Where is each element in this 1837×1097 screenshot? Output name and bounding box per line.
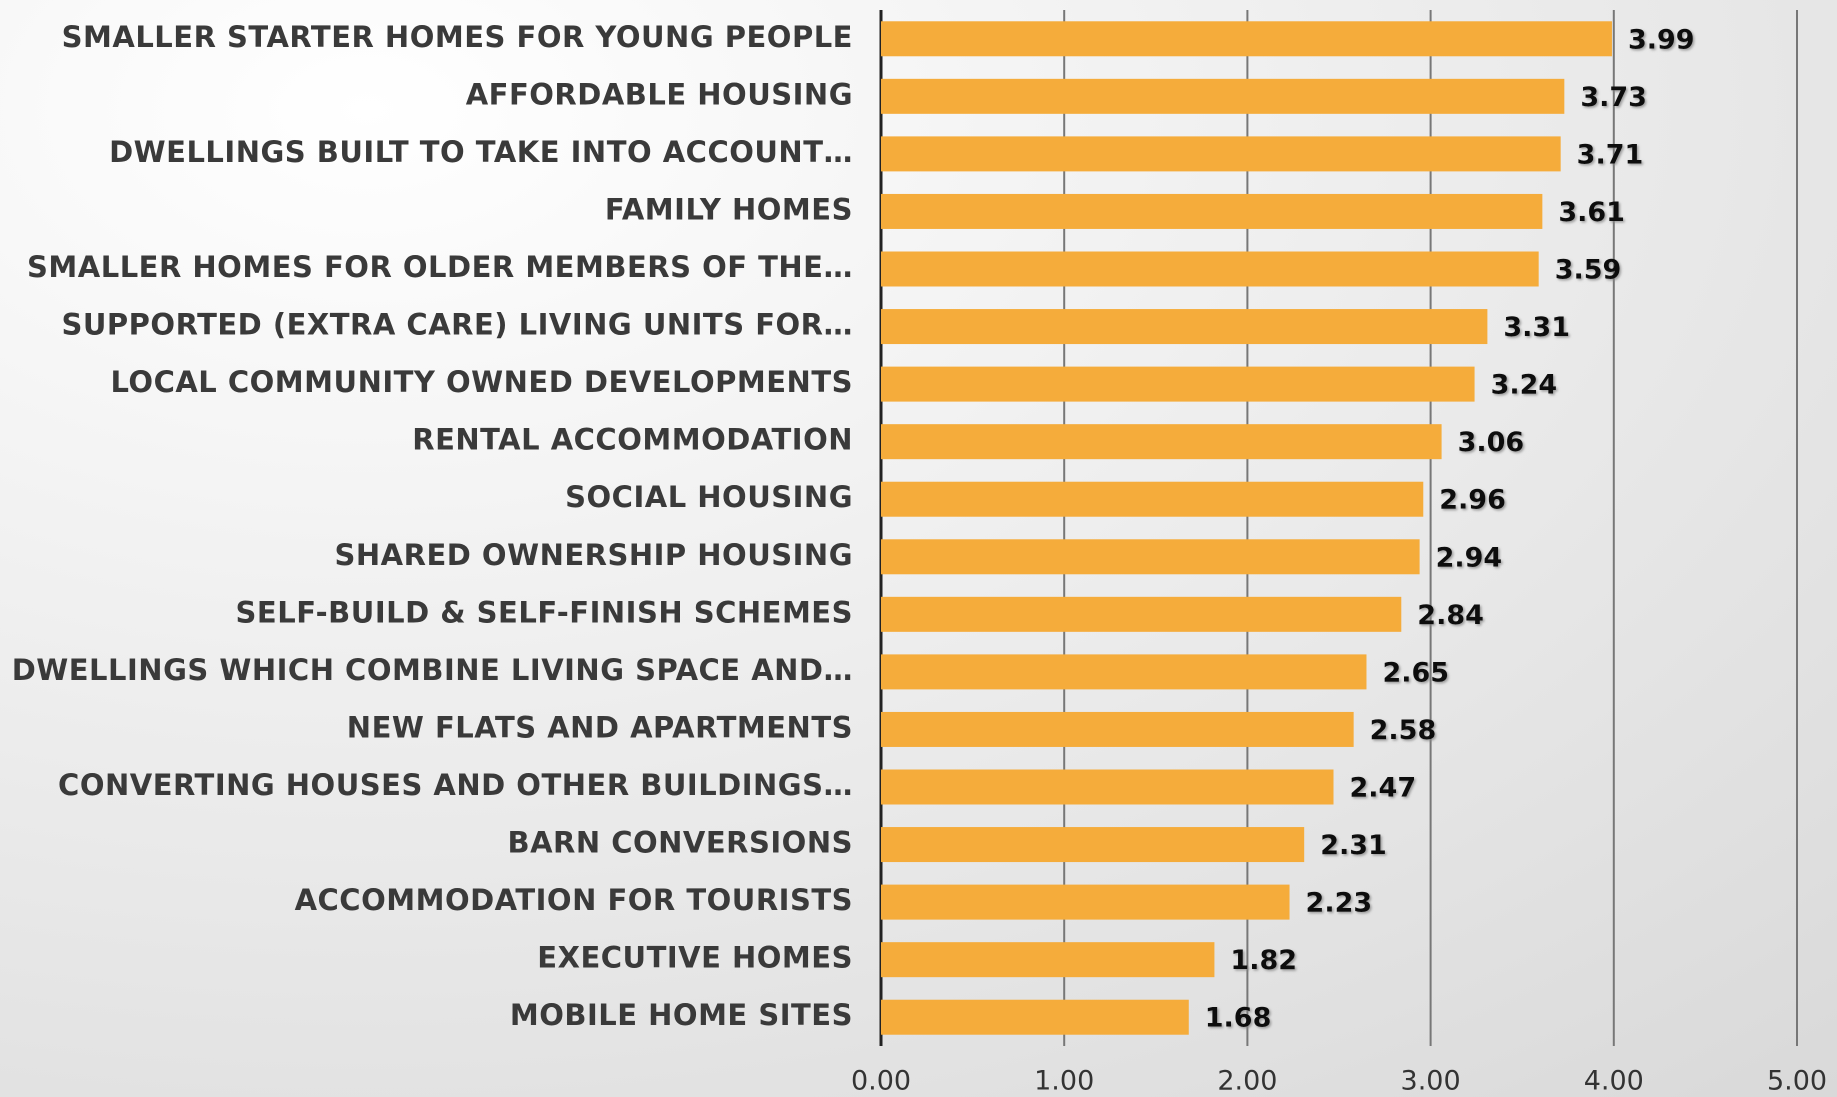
value-label: 3.73 xyxy=(1580,82,1647,113)
bar xyxy=(881,999,1189,1035)
y-tick-label: NEW FLATS AND APARTMENTS xyxy=(347,710,853,744)
value-label: 3.99 xyxy=(1628,24,1695,55)
x-tick-label: 5.00 xyxy=(1767,1066,1827,1097)
bar xyxy=(881,539,1420,575)
value-label: 2.47 xyxy=(1350,773,1417,804)
x-tick-label: 2.00 xyxy=(1217,1066,1277,1097)
x-tick-label: 3.00 xyxy=(1401,1066,1461,1097)
y-tick-label: BARN CONVERSIONS xyxy=(507,826,853,860)
value-label: 3.24 xyxy=(1491,370,1558,401)
bar xyxy=(881,596,1402,632)
x-tick-label: 1.00 xyxy=(1034,1066,1094,1097)
value-label: 3.61 xyxy=(1558,197,1625,228)
value-label: 2.31 xyxy=(1320,830,1387,861)
y-tick-label: MOBILE HOME SITES xyxy=(510,998,853,1032)
y-tick-label: LOCAL COMMUNITY OWNED DEVELOPMENTS xyxy=(110,365,853,399)
y-tick-label: RENTAL ACCOMMODATION xyxy=(412,423,853,457)
value-label: 3.71 xyxy=(1577,139,1644,170)
bar xyxy=(881,654,1367,690)
x-tick-label: 4.00 xyxy=(1584,1066,1644,1097)
value-label: 2.65 xyxy=(1382,657,1449,688)
y-tick-label: SHARED OWNERSHIP HOUSING xyxy=(335,538,853,572)
y-tick-label: FAMILY HOMES xyxy=(605,192,853,226)
value-label: 3.31 xyxy=(1503,312,1570,343)
x-tick-label: 0.00 xyxy=(851,1066,911,1097)
bar xyxy=(881,366,1475,402)
bar xyxy=(881,942,1215,978)
y-tick-label: CONVERTING HOUSES AND OTHER BUILDINGS… xyxy=(58,768,853,802)
value-label: 2.58 xyxy=(1370,715,1437,746)
bar xyxy=(881,136,1561,172)
bar xyxy=(881,309,1488,345)
bar xyxy=(881,193,1543,229)
y-tick-label: DWELLINGS BUILT TO TAKE INTO ACCOUNT… xyxy=(109,135,853,169)
y-tick-label: EXECUTIVE HOMES xyxy=(537,941,853,975)
value-label: 3.59 xyxy=(1555,255,1622,286)
value-label: 3.06 xyxy=(1458,427,1525,458)
bar xyxy=(881,481,1424,517)
bar xyxy=(881,711,1354,747)
value-label: 1.68 xyxy=(1205,1003,1272,1034)
value-label: 2.96 xyxy=(1439,485,1506,516)
y-tick-label: SELF-BUILD & SELF-FINISH SCHEMES xyxy=(236,595,853,629)
y-tick-label: SMALLER STARTER HOMES FOR YOUNG PEOPLE xyxy=(62,20,853,54)
value-label: 2.94 xyxy=(1436,542,1503,573)
y-tick-label: SUPPORTED (EXTRA CARE) LIVING UNITS FOR… xyxy=(61,308,853,342)
bar xyxy=(881,884,1290,920)
value-label: 2.84 xyxy=(1417,600,1484,631)
y-tick-label: SMALLER HOMES FOR OLDER MEMBERS OF THE… xyxy=(27,250,853,284)
bar xyxy=(881,251,1539,287)
bar xyxy=(881,78,1565,114)
y-tick-label: ACCOMMODATION FOR TOURISTS xyxy=(295,883,853,917)
bar xyxy=(881,827,1305,863)
bar xyxy=(881,21,1612,57)
y-tick-label: DWELLINGS WHICH COMBINE LIVING SPACE AND… xyxy=(12,653,853,687)
y-tick-label: AFFORDABLE HOUSING xyxy=(466,77,853,111)
bar xyxy=(881,424,1442,460)
bar xyxy=(881,769,1334,805)
value-label: 1.82 xyxy=(1230,945,1297,976)
value-label: 2.23 xyxy=(1306,888,1373,919)
y-tick-label: SOCIAL HOUSING xyxy=(565,480,853,514)
